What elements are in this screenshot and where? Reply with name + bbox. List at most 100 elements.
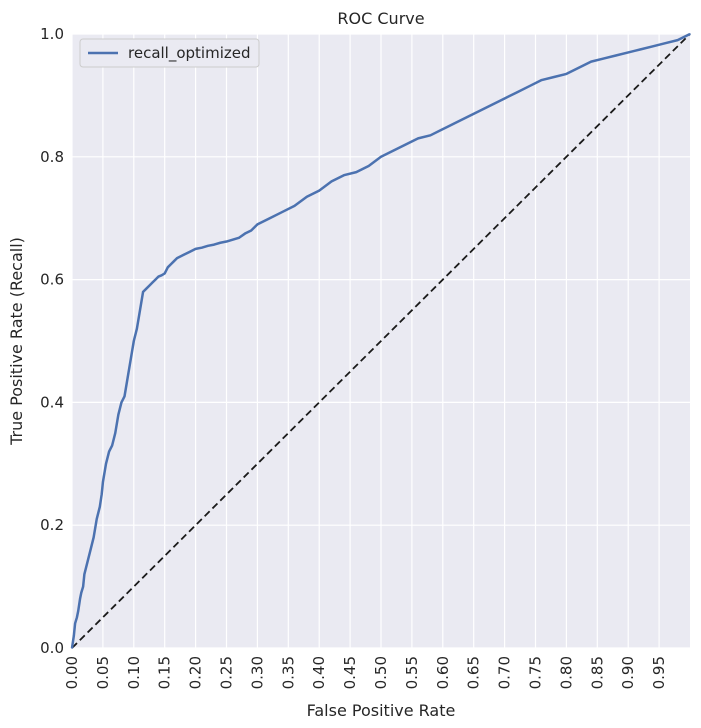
roc-point — [652, 45, 654, 48]
roc-point — [200, 246, 203, 249]
x-tick-label: 0.50 — [372, 656, 390, 689]
roc-point — [479, 109, 481, 112]
roc-point — [330, 180, 333, 183]
roc-point — [163, 272, 166, 275]
roc-point — [442, 128, 444, 130]
roc-point — [154, 278, 157, 281]
roc-point — [392, 149, 395, 152]
y-tick-labels: 0.0 0.2 0.4 0.6 0.8 1.0 — [40, 25, 64, 657]
roc-point — [454, 122, 456, 124]
roc-point — [95, 518, 98, 520]
roc-point — [689, 33, 691, 35]
y-tick-label: 0.2 — [40, 516, 64, 534]
roc-point — [80, 591, 83, 594]
x-tick-label: 0.40 — [310, 656, 328, 689]
reference-line — [71, 33, 691, 649]
roc-point — [293, 205, 296, 207]
roc-point — [213, 243, 215, 246]
roc-point — [71, 647, 73, 649]
x-axis-label: False Positive Rate — [307, 701, 456, 720]
legend-label: recall_optimized — [128, 44, 251, 63]
roc-point — [157, 275, 160, 278]
roc-point — [129, 358, 132, 361]
roc-point — [126, 377, 129, 379]
roc-point — [151, 281, 154, 284]
x-tick-label: 0.70 — [496, 656, 514, 689]
roc-point — [173, 260, 175, 262]
roc-point — [82, 585, 84, 588]
x-tick-label: 0.25 — [218, 656, 236, 689]
x-tick-label: 0.90 — [619, 656, 637, 689]
roc-point — [100, 493, 103, 496]
roc-point — [99, 505, 101, 508]
series-group — [70, 32, 691, 649]
roc-point — [553, 76, 555, 78]
roc-point — [491, 103, 494, 106]
roc-point — [207, 245, 209, 247]
roc-point — [639, 48, 642, 51]
roc-point — [429, 134, 432, 137]
roc-point — [170, 263, 172, 266]
roc-point — [108, 450, 110, 453]
roc-point — [256, 223, 259, 226]
y-tick-label: 0.8 — [40, 148, 64, 166]
roc-point — [231, 238, 234, 241]
roc-point — [528, 85, 531, 87]
roc-point — [76, 616, 78, 619]
roc-point — [111, 444, 113, 447]
x-tick-label: 0.95 — [650, 656, 668, 689]
series-line-recall_optimized — [70, 32, 691, 649]
roc-point — [139, 309, 141, 312]
roc-point — [77, 610, 79, 612]
roc-point — [404, 143, 407, 146]
roc-point — [664, 42, 667, 45]
x-tick-label: 0.85 — [588, 656, 606, 689]
roc-point — [74, 622, 76, 625]
roc-point — [516, 91, 518, 94]
roc-point — [306, 195, 308, 198]
roc-point — [268, 217, 271, 219]
x-tick-label: 0.65 — [465, 656, 483, 689]
roc-point — [166, 266, 169, 269]
roc-point — [343, 174, 345, 177]
roc-point — [83, 573, 86, 576]
roc-point — [86, 561, 89, 563]
y-tick-label: 0.4 — [40, 393, 64, 411]
roc-point — [225, 240, 228, 243]
x-tick-label: 0.55 — [403, 656, 421, 689]
roc-point — [133, 340, 135, 342]
y-axis-label: True Positive Rate (Recall) — [7, 237, 26, 446]
roc-point — [105, 463, 107, 465]
roc-point — [176, 257, 178, 259]
roc-point — [142, 291, 144, 293]
legend-box — [79, 38, 260, 68]
x-tick-label: 0.75 — [527, 656, 545, 689]
x-tick-label: 0.45 — [341, 656, 359, 689]
roc-point — [194, 248, 197, 250]
roc-point — [145, 288, 147, 290]
roc-point — [79, 598, 81, 600]
roc-point — [281, 211, 283, 213]
roc-point — [89, 548, 92, 551]
roc-point — [676, 39, 679, 41]
diagonal-reference-line — [71, 33, 691, 649]
roc-point — [219, 241, 222, 244]
y-tick-label: 0.6 — [40, 271, 64, 289]
x-tick-labels: 0.00 0.05 0.10 0.15 0.20 0.25 0.30 0.35 0.40 0.45… — [63, 656, 668, 689]
x-tick-label: 0.15 — [156, 656, 174, 689]
roc-point — [120, 401, 123, 404]
roc-point — [590, 60, 592, 63]
x-tick-label: 0.35 — [279, 656, 297, 689]
x-tick-label: 0.30 — [248, 656, 266, 689]
roc-point — [148, 284, 151, 287]
chart-title: ROC Curve — [337, 9, 424, 28]
roc-point — [117, 413, 120, 416]
roc-point — [250, 229, 253, 232]
roc-point — [355, 171, 358, 173]
roc-point — [627, 51, 629, 54]
roc-point — [160, 274, 163, 277]
x-tick-label: 0.60 — [434, 656, 452, 689]
x-tick-label: 0.10 — [125, 656, 143, 689]
roc-point — [540, 79, 543, 81]
